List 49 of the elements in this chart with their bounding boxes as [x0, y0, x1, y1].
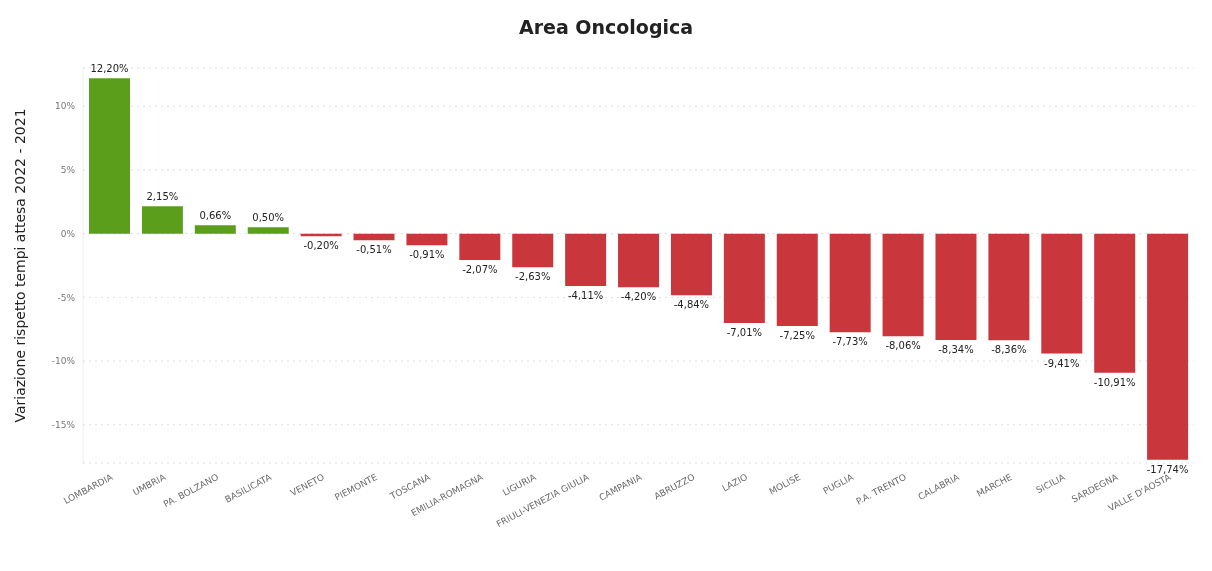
bar [247, 227, 289, 234]
y-tick-label: -10% [51, 356, 76, 367]
bar [141, 206, 183, 234]
bar [670, 233, 712, 296]
data-label: -8,36% [991, 344, 1027, 356]
y-tick-label: 0% [60, 228, 76, 239]
bar [194, 225, 236, 234]
bar [723, 233, 765, 323]
bar [1094, 233, 1136, 373]
bar [512, 233, 554, 268]
bar [406, 233, 448, 246]
bar [618, 233, 660, 288]
bar [353, 233, 395, 241]
data-label: -7,01% [726, 326, 763, 338]
data-label: -0,51% [356, 244, 392, 256]
y-axis-title: Variazione rispetto tempi attesa 2022 - 2021 [11, 108, 28, 423]
bar [89, 78, 130, 234]
bar [1041, 233, 1083, 354]
data-label: -4,84% [673, 299, 710, 311]
data-label: 0,66% [199, 210, 232, 222]
y-tick-label: -15% [51, 419, 76, 430]
data-label: -10,91% [1093, 376, 1136, 388]
data-label: -2,07% [462, 264, 498, 276]
y-tick-label: 10% [54, 101, 76, 112]
y-tick-label: 5% [60, 165, 76, 176]
data-label: -8,34% [938, 343, 974, 355]
data-label: -7,25% [779, 330, 815, 342]
data-label: 2,15% [146, 191, 179, 203]
bar [935, 233, 977, 340]
bar [459, 233, 501, 261]
data-label: 12,20% [90, 63, 129, 75]
data-label: -2,63% [515, 271, 551, 283]
bar [1147, 233, 1189, 460]
bar [565, 233, 607, 287]
chart-title: Area Oncologica [517, 15, 695, 40]
data-label: -0,91% [409, 249, 445, 261]
data-label: -4,20% [620, 291, 657, 303]
data-label: -7,73% [832, 336, 868, 348]
data-label: -8,06% [885, 340, 921, 352]
data-label: -0,20% [303, 240, 339, 252]
bar [776, 233, 818, 327]
data-label: -17,74% [1146, 463, 1189, 475]
data-label: 0,50% [252, 212, 285, 224]
bar [988, 233, 1030, 341]
y-tick-label: -5% [57, 292, 76, 303]
data-label: -9,41% [1044, 357, 1080, 369]
data-label: -4,11% [567, 290, 604, 302]
bar [829, 233, 871, 333]
bar [882, 233, 924, 337]
